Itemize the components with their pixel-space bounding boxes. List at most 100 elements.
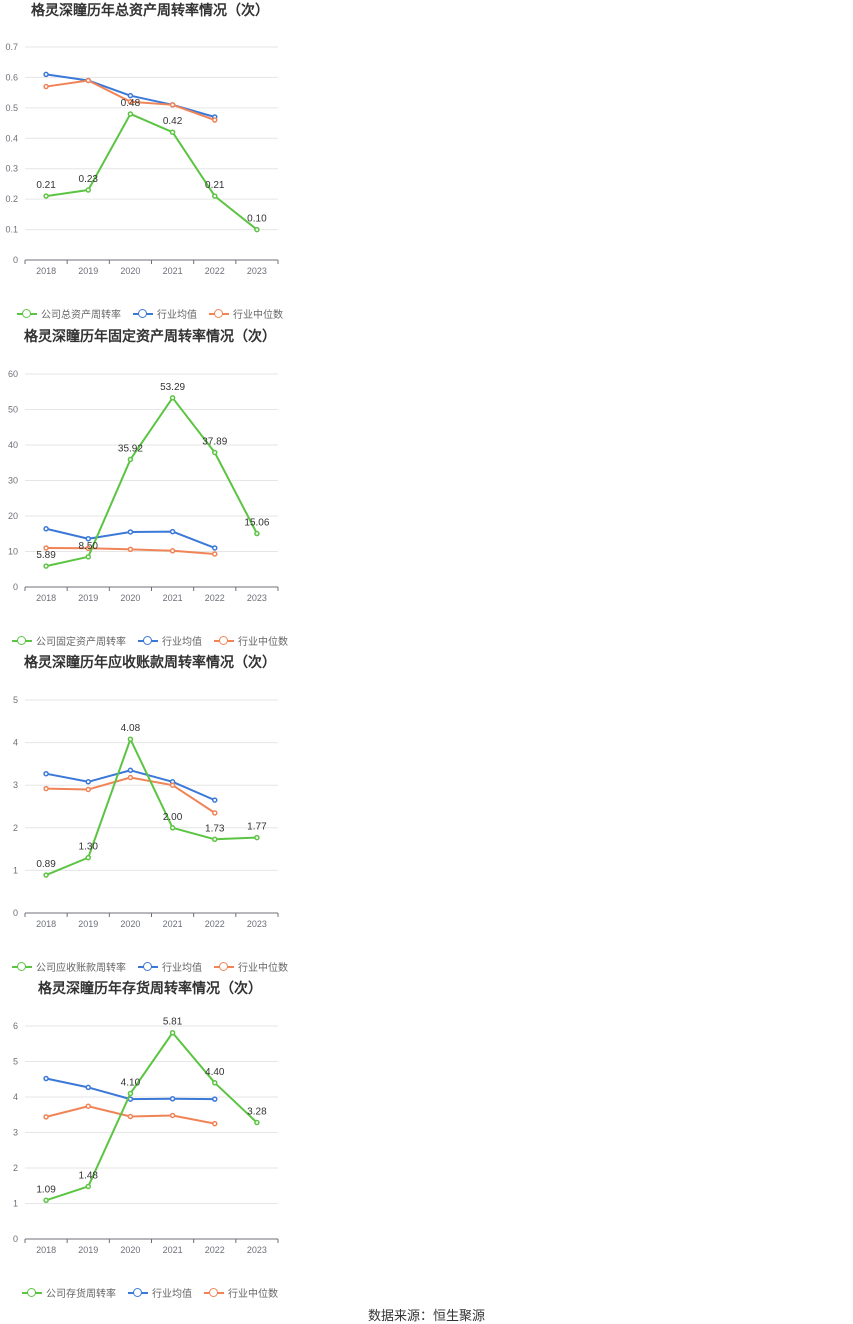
- data-point[interactable]: [169, 528, 176, 535]
- data-point[interactable]: [127, 767, 134, 774]
- data-point[interactable]: [85, 1084, 91, 1091]
- legend-item[interactable]: 公司固定资产周转率: [12, 633, 126, 648]
- data-point[interactable]: [43, 71, 49, 78]
- data-point[interactable]: [85, 1183, 91, 1190]
- x-tick-label: 2018: [36, 593, 56, 603]
- legend-item[interactable]: 行业中位数: [209, 306, 283, 321]
- data-point[interactable]: [169, 548, 176, 554]
- chart-plot: 0 0.1 0.2 0.3 0.4 0.5 0.6 0.7 2018 2019 2020 2021 20…: [5, 42, 279, 276]
- data-label: 37.89: [202, 436, 227, 447]
- data-point[interactable]: [43, 770, 49, 777]
- y-tick-label: 0.5: [5, 103, 18, 113]
- data-point[interactable]: [254, 1119, 260, 1126]
- data-point[interactable]: [127, 1113, 134, 1120]
- x-tick-label: 2018: [36, 266, 56, 276]
- data-point[interactable]: [127, 456, 134, 463]
- data-point[interactable]: [212, 797, 218, 803]
- legend-item[interactable]: 行业均值: [133, 306, 197, 321]
- data-point[interactable]: [43, 563, 49, 569]
- y-tick-label: 40: [8, 440, 18, 450]
- data-point[interactable]: [254, 226, 260, 233]
- data-point[interactable]: [85, 545, 91, 552]
- data-point[interactable]: [43, 872, 49, 878]
- data-point[interactable]: [169, 102, 176, 108]
- y-tick-label: 50: [8, 405, 18, 415]
- data-label: 4.08: [121, 723, 141, 734]
- data-point[interactable]: [212, 545, 218, 551]
- data-point[interactable]: [85, 77, 91, 84]
- legend-line-icon: [17, 308, 37, 319]
- data-point[interactable]: [212, 1120, 218, 1127]
- data-point[interactable]: [127, 529, 134, 535]
- data-point[interactable]: [43, 545, 49, 551]
- chart-title: 格灵深瞳历年总资产周转率情况（次）: [31, 2, 269, 18]
- legend-item[interactable]: 行业中位数: [204, 1285, 278, 1300]
- data-point[interactable]: [43, 526, 49, 532]
- legend-line-icon: [209, 308, 229, 319]
- legend-item[interactable]: 公司应收账款周转率: [12, 959, 126, 974]
- data-point[interactable]: [43, 1197, 49, 1204]
- data-label: 0.21: [36, 180, 56, 191]
- x-tick-label: 2023: [247, 1245, 267, 1255]
- data-point[interactable]: [127, 111, 134, 117]
- data-point[interactable]: [85, 854, 91, 861]
- series-line: [45, 1031, 258, 1202]
- data-point[interactable]: [169, 1112, 176, 1119]
- data-point[interactable]: [212, 1096, 218, 1102]
- x-tick-label: 2021: [163, 1245, 183, 1255]
- data-point[interactable]: [85, 779, 91, 785]
- legend-line-icon: [214, 961, 234, 972]
- data-point[interactable]: [127, 1090, 134, 1097]
- data-point[interactable]: [43, 785, 49, 792]
- chart-legend: 公司总资产周转率 行业均值 行业中位数: [0, 306, 300, 321]
- y-tick-label: 10: [8, 547, 18, 557]
- data-point[interactable]: [169, 782, 176, 788]
- legend-item[interactable]: 行业均值: [138, 633, 202, 648]
- data-point[interactable]: [212, 810, 218, 816]
- data-point[interactable]: [127, 774, 134, 781]
- data-point[interactable]: [85, 554, 91, 560]
- data-label: 5.89: [36, 550, 56, 561]
- data-point[interactable]: [212, 551, 218, 557]
- legend-item[interactable]: 行业中位数: [214, 959, 288, 974]
- data-point[interactable]: [212, 449, 218, 456]
- data-point[interactable]: [169, 1029, 176, 1036]
- data-point[interactable]: [212, 117, 218, 123]
- x-tick-label: 2020: [120, 266, 140, 276]
- data-point[interactable]: [85, 187, 91, 193]
- data-point[interactable]: [212, 836, 218, 843]
- legend-line-icon: [214, 635, 234, 646]
- data-point[interactable]: [43, 193, 49, 199]
- data-point[interactable]: [43, 1075, 49, 1082]
- data-point[interactable]: [85, 535, 91, 542]
- chart-plot: 0 10 20 30 40 50 60 2018 2019 2020 2021 2022 2023 5.8…: [8, 369, 279, 603]
- legend-item[interactable]: 公司存货周转率: [22, 1285, 116, 1300]
- data-point[interactable]: [85, 786, 91, 793]
- data-point[interactable]: [127, 546, 134, 553]
- data-point[interactable]: [127, 736, 134, 742]
- legend-item[interactable]: 行业均值: [138, 959, 202, 974]
- legend-item[interactable]: 行业均值: [128, 1285, 192, 1300]
- data-point[interactable]: [43, 1114, 49, 1120]
- data-point[interactable]: [85, 1103, 91, 1109]
- data-point[interactable]: [127, 92, 134, 99]
- data-point[interactable]: [43, 83, 49, 90]
- legend-item[interactable]: 行业中位数: [214, 633, 288, 648]
- data-point[interactable]: [127, 99, 134, 105]
- data-point[interactable]: [254, 530, 260, 537]
- legend-label: 行业中位数: [228, 1289, 278, 1300]
- data-point[interactable]: [212, 1080, 218, 1086]
- x-tick-label: 2021: [163, 593, 183, 603]
- data-point[interactable]: [169, 395, 176, 401]
- data-point[interactable]: [169, 129, 176, 135]
- data-label: 0.21: [205, 180, 225, 191]
- data-source: 数据来源：恒生聚源: [367, 1308, 485, 1323]
- data-point[interactable]: [254, 834, 260, 841]
- data-point[interactable]: [169, 1096, 176, 1102]
- x-tick-label: 2020: [120, 593, 140, 603]
- data-point[interactable]: [169, 825, 176, 831]
- y-tick-label: 0.4: [5, 133, 18, 143]
- legend-label: 公司应收账款周转率: [36, 963, 126, 974]
- data-point[interactable]: [212, 193, 218, 199]
- legend-item[interactable]: 公司总资产周转率: [17, 306, 121, 321]
